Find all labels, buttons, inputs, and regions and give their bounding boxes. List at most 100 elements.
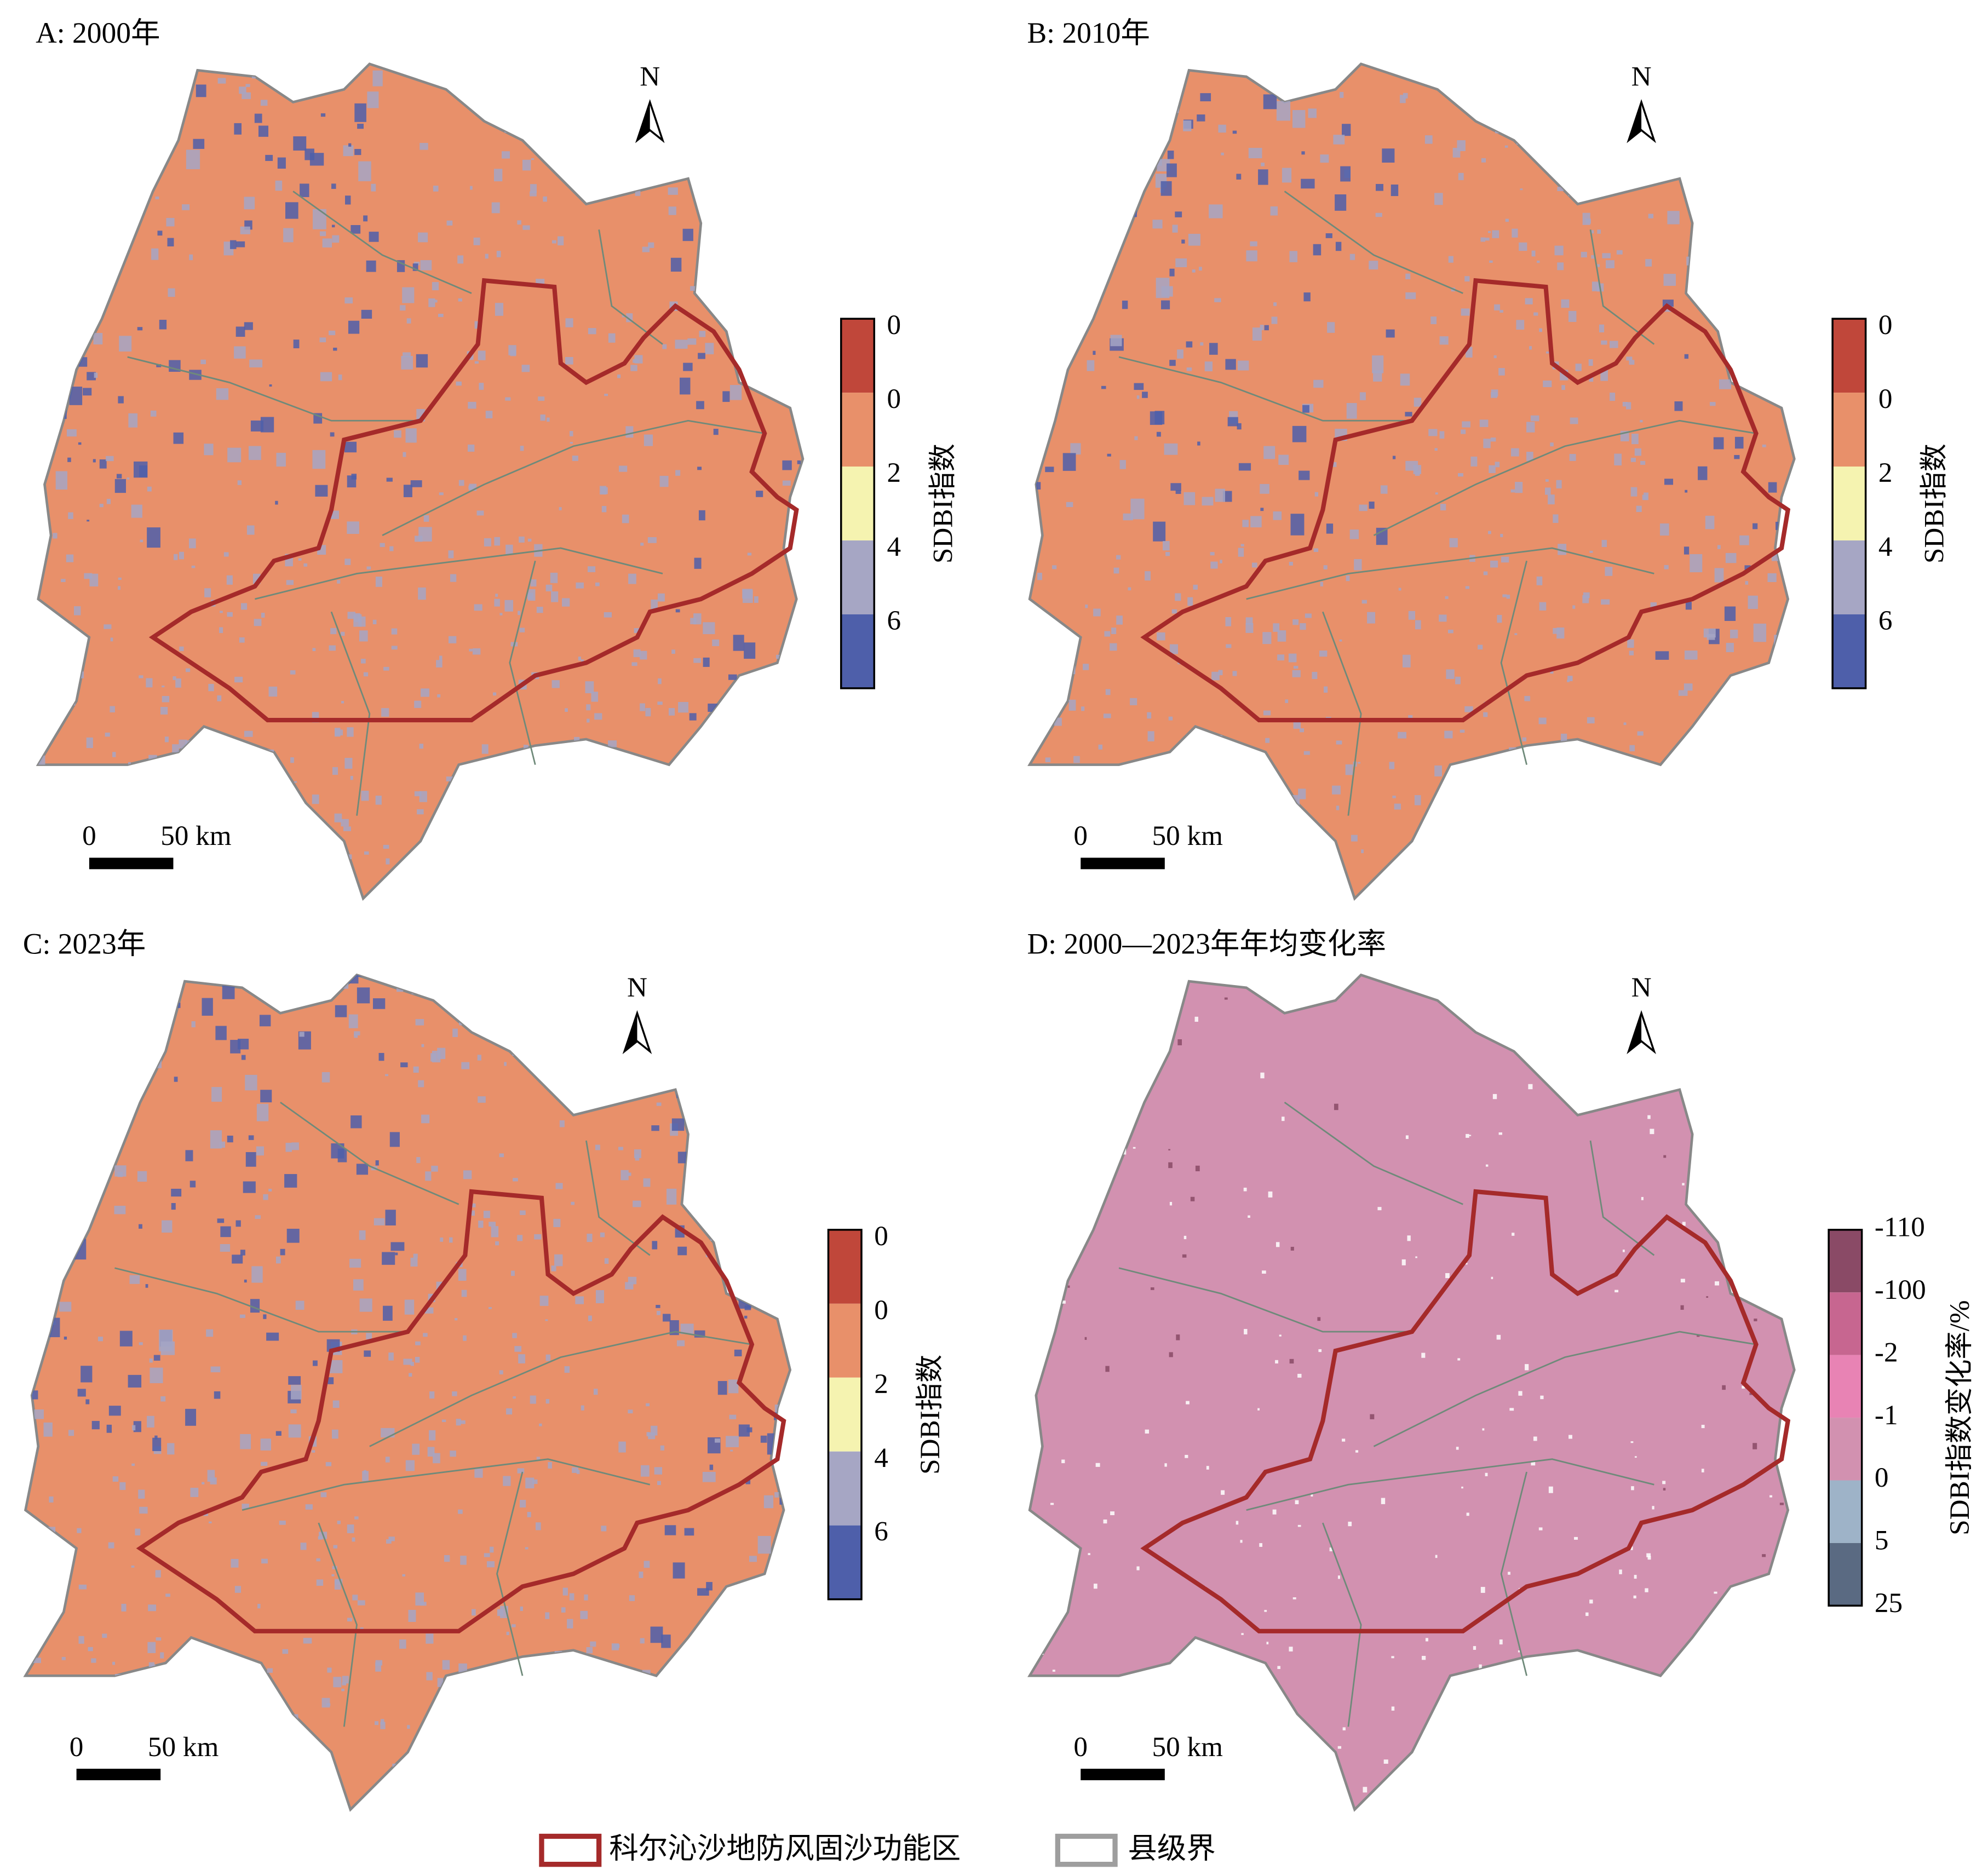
patch — [259, 1015, 271, 1027]
patch — [251, 779, 258, 785]
patch — [1501, 556, 1509, 563]
patch — [1693, 101, 1703, 116]
patch — [646, 1403, 650, 1407]
patch — [415, 1356, 420, 1363]
patch — [207, 1470, 215, 1482]
patch — [794, 1691, 800, 1697]
patch — [518, 1354, 525, 1363]
patch — [1405, 461, 1418, 471]
patch — [285, 1143, 292, 1152]
patch — [1439, 431, 1445, 439]
patch — [1526, 452, 1533, 461]
patch — [1640, 134, 1647, 145]
patch — [507, 120, 515, 128]
patch — [1146, 780, 1150, 786]
patch — [1319, 1756, 1323, 1759]
patch — [798, 1228, 808, 1244]
patch — [1433, 1784, 1437, 1790]
patch — [1045, 757, 1051, 763]
patch — [716, 1627, 730, 1639]
patch — [1236, 1521, 1239, 1525]
patch — [110, 637, 113, 642]
patch — [342, 1682, 347, 1685]
patch — [551, 1265, 556, 1271]
patch — [1332, 785, 1341, 795]
patch — [73, 1808, 83, 1810]
patch — [361, 791, 369, 801]
patch — [239, 87, 246, 94]
patch — [1585, 1612, 1589, 1616]
patch — [254, 981, 268, 993]
patch — [1199, 267, 1202, 271]
patch — [1407, 1235, 1411, 1241]
patch — [1168, 1149, 1170, 1150]
patch — [1630, 1441, 1634, 1443]
patch — [1527, 1724, 1532, 1729]
patch — [1334, 1103, 1338, 1110]
patch — [657, 1481, 661, 1486]
patch — [1177, 1039, 1182, 1045]
scale-end: 50 km — [1152, 820, 1223, 851]
patch — [1145, 571, 1151, 581]
patch — [1684, 683, 1693, 691]
patch — [1516, 51, 1519, 54]
patch — [15, 1690, 18, 1696]
patch — [283, 228, 294, 243]
patch — [392, 892, 398, 899]
patch — [1707, 871, 1716, 876]
patch — [664, 1525, 676, 1535]
patch — [1297, 1373, 1302, 1378]
patch — [713, 429, 719, 435]
patch — [675, 609, 680, 613]
patch — [244, 322, 253, 330]
patch — [576, 844, 584, 853]
patch — [1434, 448, 1438, 451]
patch — [790, 979, 795, 985]
patch — [391, 628, 398, 635]
patch — [399, 1762, 408, 1774]
patch — [347, 1524, 354, 1534]
patch — [1480, 1587, 1485, 1593]
patch — [382, 1252, 395, 1265]
patch — [1066, 143, 1080, 162]
patch — [1466, 826, 1471, 831]
north-label: N — [1631, 61, 1652, 92]
patch — [735, 83, 739, 85]
patch — [656, 1102, 662, 1106]
patch — [231, 1558, 239, 1568]
patch — [245, 1074, 257, 1091]
patch — [1806, 440, 1816, 446]
patch — [1300, 728, 1305, 733]
patch — [86, 737, 93, 749]
patch — [239, 1314, 245, 1318]
patch — [60, 1236, 64, 1240]
patch — [1572, 801, 1576, 805]
legend-label: 0 — [887, 309, 901, 341]
county-border — [1322, 611, 1362, 816]
patch — [617, 126, 622, 131]
patch — [792, 1155, 801, 1161]
patch — [1292, 425, 1307, 442]
patch — [1170, 58, 1173, 64]
patch — [137, 1171, 147, 1182]
zone-border — [1140, 278, 1791, 723]
patch — [351, 474, 357, 480]
patch — [1456, 1447, 1459, 1450]
patch — [349, 1258, 361, 1268]
patch — [369, 232, 379, 242]
patch — [1058, 819, 1062, 823]
patch — [539, 1423, 542, 1426]
patch — [230, 240, 237, 249]
patch — [1483, 439, 1491, 448]
patch — [34, 263, 37, 267]
patch — [1050, 1225, 1055, 1231]
patch — [673, 1562, 685, 1579]
patch — [614, 1644, 620, 1648]
patch — [1262, 632, 1272, 644]
patch — [1525, 126, 1535, 137]
patch — [584, 1770, 591, 1775]
patch — [697, 1041, 703, 1050]
patch — [731, 864, 742, 871]
patch — [622, 895, 630, 899]
patch — [250, 1299, 260, 1313]
